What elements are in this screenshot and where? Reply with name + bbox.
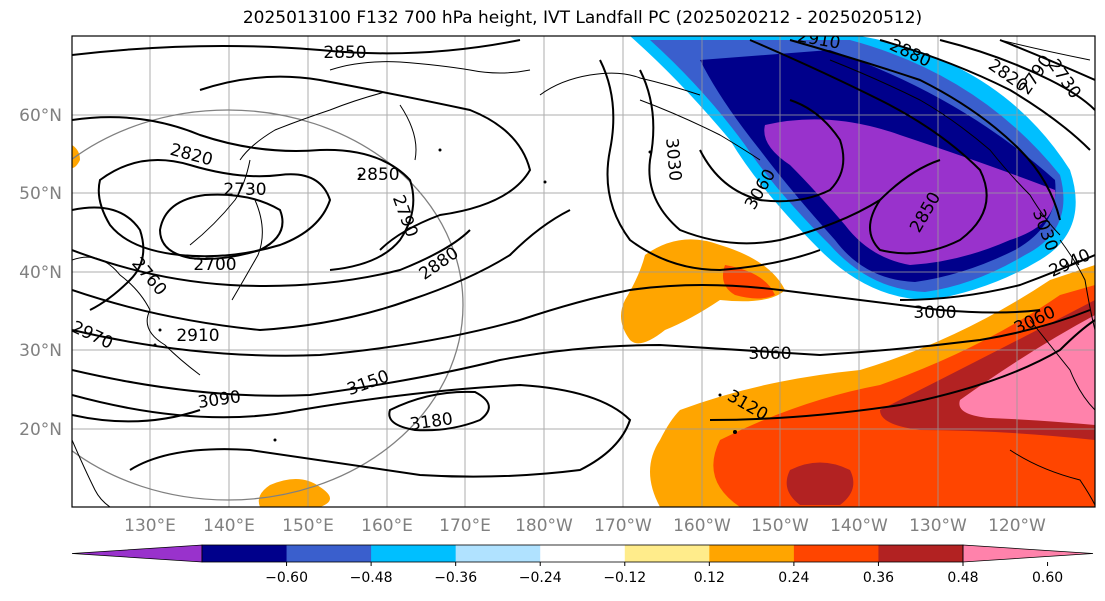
lat-labels: 60°N 50°N 40°N 30°N 20°N [19,106,62,440]
colorbar-extend-low [71,544,203,563]
lon-label: 170°W [594,516,652,536]
lat-label: 20°N [19,420,62,440]
colorbar-swatch [455,545,541,562]
colorbar-swatch [202,545,288,562]
lat-label: 30°N [19,341,62,361]
height-contours [72,39,1095,478]
colorbar-tick-label: 0.60 [1032,570,1063,586]
contour-label: 3000 [913,303,956,323]
map-frame [71,35,1096,508]
lon-label: 130°W [909,516,967,536]
lon-label: 160°E [361,516,413,536]
colorbar-tick-label: 0.36 [863,570,894,586]
lon-labels: 130°E 140°E 150°E 160°E 170°E 180°W 170°… [124,516,1046,536]
colorbar-tick-label: −0.24 [519,570,562,586]
lon-label: 150°E [282,516,334,536]
lon-label: 170°E [439,516,491,536]
colorbar-outline [201,544,964,563]
colorbar-tick-label: 0.12 [694,570,725,586]
colorbar-tick-label: 0.24 [778,570,809,586]
lon-label: 140°W [830,516,888,536]
contour-label: 2730 [223,180,266,200]
contour-label: 3060 [748,344,791,364]
colorbar-tick-label: −0.12 [603,570,646,586]
contour-label: 2910 [176,326,219,346]
colorbar: −0.60 −0.48 −0.36 −0.24 −0.12 0.12 0.24 0.36 0.4… [71,544,1094,586]
gridlines [72,36,1095,507]
colorbar-swatch [709,545,795,562]
lon-label: 140°E [203,516,255,536]
coastlines [72,39,1095,507]
colorbar-tick-label: −0.48 [350,570,393,586]
lat-label: 50°N [19,184,62,204]
ivt-negative-shading [630,36,1076,300]
lat-label: 60°N [19,106,62,126]
lon-label: 180°W [515,516,573,536]
lat-label: 40°N [19,263,62,283]
map-title: 2025013100 F132 700 hPa height, IVT Land… [242,8,923,28]
colorbar-tick-label: 0.48 [947,570,978,586]
colorbar-tick-label: −0.60 [265,570,308,586]
colorbar-swatch [286,545,372,562]
colorbar-swatch [793,545,879,562]
colorbar-extend-high [962,544,1094,563]
range-circle [72,109,464,501]
lon-label: 160°W [673,516,731,536]
lon-label: 150°W [751,516,809,536]
lon-label: 130°E [124,516,176,536]
colorbar-swatch [540,545,626,562]
colorbar-tick-label: −0.36 [434,570,477,586]
ivt-positive-shading [72,145,1095,507]
contour-label: 3030 [661,137,685,182]
colorbar-swatch [624,545,710,562]
colorbar-swatch [371,545,457,562]
contour-label: 2850 [356,165,399,185]
colorbar-swatch [878,545,964,562]
contour-label: 2850 [323,43,366,63]
contour-label: 2700 [193,255,236,275]
lon-label: 120°W [988,516,1046,536]
